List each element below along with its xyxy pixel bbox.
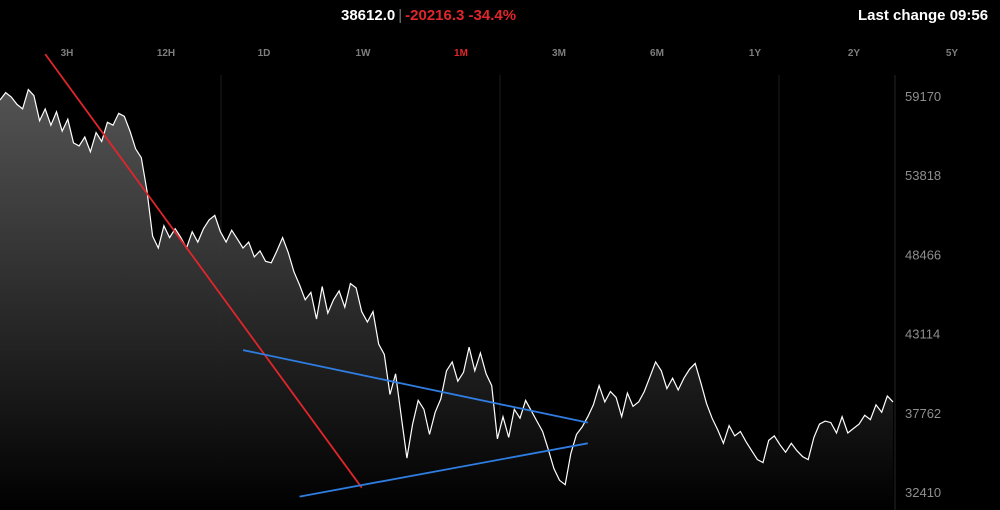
range-3h[interactable]: 3H bbox=[60, 48, 74, 59]
current-price: 38612.0 bbox=[341, 7, 396, 24]
range-1m[interactable]: 1M bbox=[454, 48, 468, 59]
range-12h[interactable]: 12H bbox=[156, 48, 176, 59]
range-1d[interactable]: 1D bbox=[257, 48, 271, 59]
range-3m[interactable]: 3M bbox=[552, 48, 566, 59]
red-trendline-1 bbox=[44, 53, 363, 489]
separator: | bbox=[398, 7, 403, 24]
range-5y[interactable]: 5Y bbox=[945, 48, 959, 59]
y-tick-label: 48466 bbox=[905, 247, 941, 262]
blue-trendline-2 bbox=[242, 349, 588, 424]
quote-header: 38612.0 | -20216.3 -34.4% Last change 09:5… bbox=[0, 0, 1000, 34]
range-1y[interactable]: 1Y bbox=[748, 48, 762, 59]
trendlines bbox=[44, 53, 588, 498]
y-axis: 59170 53818 48466 43114 37762 32410 bbox=[905, 89, 941, 500]
price-line bbox=[0, 88, 894, 486]
range-2y[interactable]: 2Y bbox=[847, 48, 861, 59]
y-tick-label: 32410 bbox=[905, 485, 941, 500]
blue-trendline-3 bbox=[299, 442, 588, 498]
range-6m[interactable]: 6M bbox=[650, 48, 664, 59]
y-tick-label: 53818 bbox=[905, 168, 941, 183]
y-tick-label: 43114 bbox=[905, 327, 940, 342]
price-change: -20216.3 -34.4% bbox=[405, 7, 517, 24]
range-1w[interactable]: 1W bbox=[355, 48, 371, 59]
last-change-time: Last change 09:56 bbox=[858, 7, 989, 24]
price-area-fill bbox=[0, 89, 893, 510]
y-tick-label: 37762 bbox=[905, 406, 941, 421]
range-selector: 3H 12H 1D 1W 1M 3M 6M 1Y 2Y 5Y bbox=[0, 48, 1000, 68]
price-summary: 38612.0 | -20216.3 -34.4% bbox=[341, 7, 516, 24]
y-tick-label: 59170 bbox=[905, 89, 941, 104]
